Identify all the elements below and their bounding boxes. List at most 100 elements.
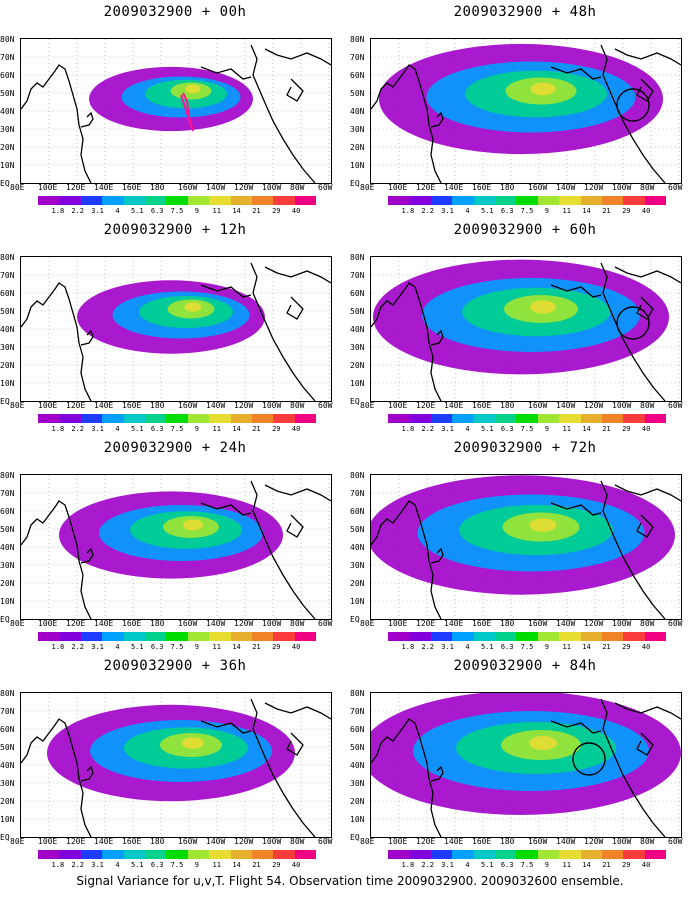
colorbar-swatch xyxy=(294,414,317,423)
latitude-label: 80N xyxy=(350,689,365,698)
longitude-label: 100W xyxy=(262,837,282,846)
longitude-label: 100W xyxy=(612,837,632,846)
colorbar-level-label: 29 xyxy=(272,643,281,651)
colorbar-level-label: 4 xyxy=(465,643,470,651)
latitude-label: 20N xyxy=(350,361,365,370)
longitude-label: 180 xyxy=(500,183,515,192)
colorbar-swatch xyxy=(430,850,453,859)
variance-contour xyxy=(185,84,201,94)
longitude-label: 80E xyxy=(360,401,375,410)
latitude-label: 30N xyxy=(0,343,15,352)
latitude-label: 40N xyxy=(350,761,365,770)
colorbar-swatch xyxy=(388,850,410,859)
colorbar-swatch xyxy=(601,196,624,205)
latitude-label: 60N xyxy=(350,71,365,80)
coastline xyxy=(21,44,331,183)
colorbar-swatch xyxy=(494,632,517,641)
latitude-label: 60N xyxy=(0,725,15,734)
colorbar-swatch xyxy=(144,850,167,859)
colorbar-level-label: 40 xyxy=(641,207,651,215)
colorbar-swatch xyxy=(494,196,517,205)
longitude-label: 140W xyxy=(206,619,226,628)
colorbar-swatch xyxy=(623,632,645,641)
colorbar-swatch xyxy=(80,414,103,423)
longitude-label: 60W xyxy=(668,619,683,628)
colorbar-swatch xyxy=(80,196,103,205)
colorbar-level-label: 29 xyxy=(622,861,631,869)
coastline xyxy=(21,480,331,619)
colorbar-swatch xyxy=(38,196,60,205)
longitude-label: 140E xyxy=(94,183,114,192)
latitude-label: 50N xyxy=(0,743,15,752)
colorbar-level-label: 5.1 xyxy=(480,207,494,215)
variance-contour xyxy=(529,736,557,750)
colorbar-level-label: 4 xyxy=(465,207,470,215)
variance-contour xyxy=(183,519,203,531)
colorbar-level-label: 9 xyxy=(194,425,199,433)
colorbar-swatch xyxy=(644,196,667,205)
longitude-label: 140W xyxy=(556,183,576,192)
longitude-label: 80W xyxy=(640,401,655,410)
colorbar-swatch xyxy=(273,850,295,859)
colorbar xyxy=(388,850,667,859)
longitude-label: 180 xyxy=(150,401,165,410)
longitude-label: 80W xyxy=(640,837,655,846)
colorbar-level-label: 2.2 xyxy=(71,425,85,433)
longitude-label: 180 xyxy=(150,183,165,192)
panel-title: 2009032900 + 12h xyxy=(103,222,247,238)
colorbar-level-label: 21 xyxy=(602,643,611,651)
variance-map xyxy=(370,692,682,838)
longitude-label: 140E xyxy=(444,837,464,846)
variance-map xyxy=(20,256,332,402)
longitude-label: 60W xyxy=(318,183,333,192)
colorbar-level-label: 3.1 xyxy=(441,425,454,433)
colorbar xyxy=(38,196,317,205)
longitude-label: 100E xyxy=(38,183,58,192)
colorbar-swatch xyxy=(230,196,252,205)
colorbar-swatch xyxy=(166,196,188,205)
colorbar-level-label: 40 xyxy=(291,207,301,215)
target-circle xyxy=(572,742,606,776)
colorbar-swatch xyxy=(644,850,667,859)
flight-track xyxy=(180,92,194,132)
latitude-label: 30N xyxy=(350,125,365,134)
colorbar-level-label: 14 xyxy=(232,643,241,651)
longitude-label: 100W xyxy=(262,619,282,628)
colorbar-swatch xyxy=(38,632,60,641)
latitude-label: 80N xyxy=(350,35,365,44)
longitude-label: 160E xyxy=(122,401,142,410)
longitude-label: 80W xyxy=(640,619,655,628)
colorbar-swatch xyxy=(251,414,274,423)
latitude-label: 40N xyxy=(0,325,15,334)
longitude-label: 120W xyxy=(234,183,254,192)
colorbar xyxy=(38,632,317,641)
latitude-label: 40N xyxy=(0,107,15,116)
longitude-label: 120E xyxy=(66,401,86,410)
colorbar-swatch xyxy=(494,414,517,423)
colorbar-swatch xyxy=(559,414,581,423)
colorbar-swatch xyxy=(187,196,210,205)
colorbar-level-label: 11 xyxy=(212,207,221,215)
latitude-label: 70N xyxy=(0,707,15,716)
latitude-label: 60N xyxy=(0,507,15,516)
map-panel: 2009032900 + 72h 80N 70N 60N 50N 40N 30N 20N 10N… xyxy=(350,436,700,658)
latitude-label: 70N xyxy=(350,53,365,62)
longitude-label: 120W xyxy=(234,619,254,628)
colorbar-level-label: 9 xyxy=(544,643,549,651)
longitude-label: 140E xyxy=(94,837,114,846)
longitude-label: 100W xyxy=(612,401,632,410)
colorbar-level-label: 29 xyxy=(622,643,631,651)
longitude-label: 140W xyxy=(206,401,226,410)
longitude-label: 160E xyxy=(122,837,142,846)
colorbar-swatch xyxy=(409,414,431,423)
latitude-label: 10N xyxy=(0,815,15,824)
latitude-label: 20N xyxy=(350,579,365,588)
longitude-label: 120W xyxy=(584,401,604,410)
longitude-label: 80E xyxy=(10,837,25,846)
map-panel: 2009032900 + 48h 80N 70N 60N 50N 40N 30N 20N 10N… xyxy=(350,0,700,222)
longitude-label: 160W xyxy=(528,401,548,410)
colorbar-level-label: 9 xyxy=(544,861,549,869)
colorbar-swatch xyxy=(166,850,188,859)
longitude-label: 80W xyxy=(290,401,305,410)
latitude-label: 30N xyxy=(350,561,365,570)
